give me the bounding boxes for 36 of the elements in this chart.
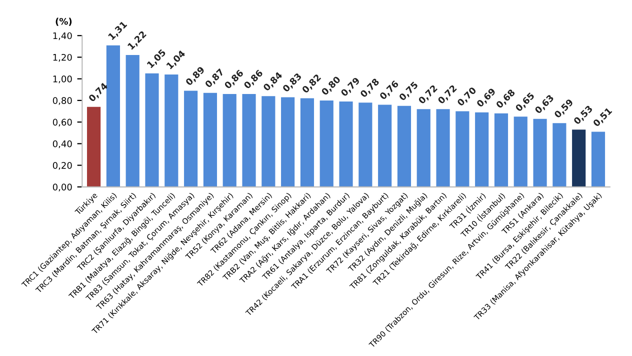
bar [378,104,392,187]
y-tick-label: 0,40 [52,140,72,148]
bar [533,118,547,187]
bar [126,55,140,187]
bar [222,94,236,187]
bar [300,98,314,187]
y-tick-label: 0,20 [52,162,72,170]
bar [436,109,450,187]
y-tick-label: 1,40 [53,32,72,40]
bar [203,92,217,187]
bar [397,106,412,187]
bar [87,106,101,187]
bar [320,100,334,187]
bar [475,112,489,187]
bar [572,130,586,187]
bar [339,102,353,187]
bar [591,132,606,187]
y-tick-label: 0,00 [52,184,72,192]
y-tick-label: 0,80 [52,97,72,105]
bar [281,97,295,187]
bar [514,116,528,187]
bar [184,90,198,187]
bar [358,102,372,187]
bar [416,109,430,187]
y-tick-label: 1,20 [53,54,72,62]
bar [106,45,120,187]
bar [456,111,470,187]
y-tick-label: 1,00 [53,76,72,84]
y-tick-label: 0,60 [52,118,72,127]
bar [552,123,566,187]
bar [494,113,508,187]
bar [145,73,159,187]
bar [164,74,178,187]
bar [242,94,256,187]
y-axis-title: (%) [56,18,72,26]
bar [262,96,276,187]
